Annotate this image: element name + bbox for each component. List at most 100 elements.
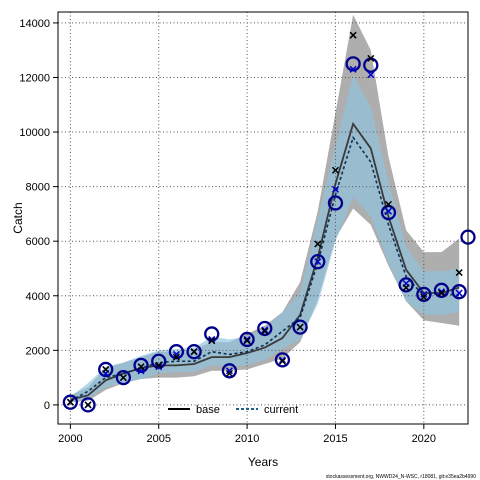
observed-cross-current: [172, 350, 180, 358]
observed-circle: [398, 277, 414, 293]
y-tick-label: 8000: [26, 182, 50, 194]
y-tick-label: 10000: [19, 127, 50, 139]
cross-stroke: [119, 374, 127, 382]
observed-circle: [98, 361, 114, 378]
observed-circle: [451, 284, 467, 300]
observed-cross-current: [331, 185, 339, 193]
observed-cross-current: [278, 356, 286, 364]
observed-cross-base: [84, 401, 92, 409]
x-tick-label: 2020: [412, 433, 436, 445]
observed-cross-current: [314, 258, 322, 266]
observed-cross-current: [225, 367, 233, 375]
observed-circle: [221, 363, 238, 379]
cross-stroke: [367, 71, 375, 79]
cross-stroke: [402, 284, 410, 292]
observed-cross-base: [455, 269, 463, 277]
cross-stroke: [331, 166, 339, 174]
observed-cross-base: [296, 323, 304, 331]
observed-cross-base: [155, 361, 163, 369]
observed-circle: [257, 320, 273, 337]
plot-frame: [57, 11, 469, 425]
observed-cross-base: [243, 337, 251, 345]
cross-stroke: [296, 323, 304, 331]
observed-cross-base: [119, 374, 127, 382]
observed-cross-base: [420, 293, 428, 301]
observed-cross-base: [349, 31, 357, 39]
cross-stroke: [208, 335, 216, 343]
observed-cross-base: [367, 54, 375, 62]
cross-stroke: [349, 65, 357, 73]
cross-stroke: [155, 363, 163, 371]
observed-cross-current: [243, 335, 251, 343]
y-tick-label: 14000: [19, 18, 50, 30]
cross-stroke: [243, 337, 251, 345]
cross-stroke: [314, 240, 322, 248]
observed-circle: [380, 204, 397, 221]
observed-cross-base: [437, 289, 446, 297]
cross-stroke: [437, 288, 446, 296]
band-current: [70, 74, 460, 403]
observed-circle: [433, 282, 450, 298]
cross-stroke: [384, 207, 393, 215]
x-tick-label: 2000: [58, 433, 82, 445]
y-tick-label: 0: [44, 400, 50, 412]
cross-stroke: [225, 369, 233, 378]
y-axis-title: Catch: [11, 202, 25, 233]
observed-cross-base: [190, 348, 198, 356]
cross-stroke: [367, 54, 375, 62]
observed-cross-base: [278, 357, 286, 365]
cross-stroke: [455, 289, 463, 297]
cross-stroke: [190, 348, 198, 356]
observed-circle: [115, 369, 132, 386]
x-tick-label: 2015: [323, 433, 347, 445]
x-tick-label: 2005: [146, 433, 170, 445]
observed-cross-current: [437, 288, 446, 296]
observed-circle: [186, 344, 202, 360]
cross-stroke: [225, 367, 233, 375]
x-axis-title: Years: [248, 455, 278, 469]
cross-stroke: [437, 289, 446, 297]
observed-cross-base: [314, 240, 322, 248]
legend-current-label: current: [264, 404, 298, 416]
legend: base current: [168, 404, 298, 416]
observed-cross-base: [384, 200, 393, 208]
observed-circle: [292, 319, 308, 335]
observed-cross-current: [420, 290, 428, 298]
cross-stroke: [420, 290, 428, 298]
observed-cross-base: [261, 327, 269, 335]
cross-stroke: [455, 269, 463, 277]
observed-circle: [274, 352, 291, 368]
y-tick-label: 2000: [26, 345, 50, 357]
observed-cross-current: [261, 326, 269, 334]
observed-circle: [80, 397, 96, 413]
observed-circle: [327, 195, 344, 211]
observed-circle: [62, 394, 79, 410]
cross-stroke: [102, 365, 110, 373]
legend-base-label: base: [196, 404, 220, 416]
observed-cross-current: [155, 363, 163, 371]
observed-circle: [416, 286, 432, 303]
observed-catch-markers: [62, 31, 476, 413]
y-tick-label: 6000: [26, 236, 50, 248]
cross-stroke: [155, 361, 163, 369]
cross-stroke: [278, 356, 286, 364]
observed-cross-base: [225, 369, 233, 378]
observed-cross-base: [102, 365, 110, 373]
y-tick-label: 4000: [26, 291, 50, 303]
observed-cross-base: [66, 398, 74, 406]
observed-cross-base: [402, 284, 410, 292]
cross-stroke: [208, 337, 216, 345]
observed-cross-base: [331, 166, 339, 174]
cross-stroke: [420, 293, 428, 301]
cross-stroke: [84, 401, 92, 409]
observed-cross-current: [384, 207, 393, 215]
observed-cross-base: [172, 353, 180, 361]
observed-cross-current: [208, 335, 216, 343]
observed-circle: [310, 254, 326, 270]
observed-cross-base: [208, 337, 216, 345]
observed-cross-base: [137, 363, 145, 371]
cross-stroke: [278, 357, 286, 365]
cross-stroke: [349, 31, 357, 39]
cross-stroke: [384, 200, 393, 208]
cross-stroke: [243, 335, 251, 343]
